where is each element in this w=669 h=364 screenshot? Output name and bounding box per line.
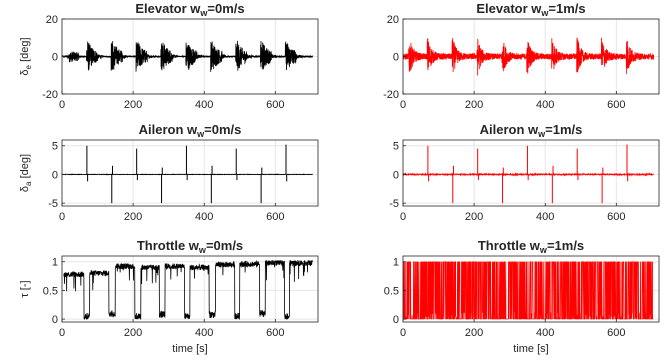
series-line <box>403 261 654 320</box>
axes-box <box>61 255 319 323</box>
subplot-title: Aileron ww=1m/s <box>480 122 583 139</box>
x-tick-label: 0 <box>59 211 65 223</box>
y-tick-label: 0.5 <box>43 285 58 297</box>
y-tick-label: 20 <box>387 14 399 26</box>
x-tick-label: 600 <box>266 327 284 339</box>
y-tick-label: 0 <box>393 314 399 326</box>
y-axis-label: δe [deg] <box>19 37 33 75</box>
x-tick-label: 200 <box>465 99 483 111</box>
subplot-title: Elevator ww=1m/s <box>476 1 585 18</box>
axes-box <box>61 139 319 207</box>
y-tick-label: 1 <box>52 257 58 269</box>
data-series <box>63 259 313 320</box>
x-tick-label: 0 <box>400 327 406 339</box>
x-axis-label: time [s] <box>513 343 548 355</box>
x-tick-label: 400 <box>536 327 554 339</box>
y-tick-label: 0 <box>393 169 399 181</box>
series-line <box>403 37 655 76</box>
subplot-title: Elevator ww=0m/s <box>135 1 244 18</box>
y-tick-label: 0.5 <box>384 285 399 297</box>
x-tick-label: 0 <box>59 99 65 111</box>
y-tick-label: 0 <box>52 314 58 326</box>
x-tick-label: 0 <box>400 211 406 223</box>
x-axis-label: time [s] <box>172 343 207 355</box>
x-tick-label: 200 <box>124 211 142 223</box>
y-tick-label: 0 <box>52 52 58 64</box>
x-tick-label: 400 <box>536 211 554 223</box>
y-tick-label: 0 <box>393 52 399 64</box>
x-tick-label: 400 <box>195 327 213 339</box>
x-tick-label: 600 <box>607 211 625 223</box>
series-line <box>403 172 654 177</box>
data-series <box>62 40 314 72</box>
x-tick-label: 600 <box>266 99 284 111</box>
y-tick-label: 1 <box>393 257 399 269</box>
subplot-title: Aileron ww=0m/s <box>139 122 242 139</box>
subplot-title: Throttle ww=1m/s <box>478 238 584 255</box>
x-tick-label: 400 <box>195 211 213 223</box>
series-line <box>63 259 313 320</box>
data-series <box>403 37 655 76</box>
x-tick-label: 600 <box>266 211 284 223</box>
y-tick-label: -5 <box>389 198 399 210</box>
x-tick-label: 200 <box>124 99 142 111</box>
y-tick-label: 20 <box>46 14 58 26</box>
x-tick-label: 0 <box>59 327 65 339</box>
x-tick-label: 600 <box>607 327 625 339</box>
subplot-title: Throttle ww=0m/s <box>137 238 243 255</box>
axes-box <box>402 139 660 207</box>
subplot-5: 0 200 400 600 0 0.5 1 Throttle ww=0m/s τ [-] time… <box>19 238 319 355</box>
y-tick-label: 0 <box>52 169 58 181</box>
data-series <box>403 261 654 320</box>
x-tick-label: 400 <box>195 99 213 111</box>
y-tick-label: -5 <box>48 198 58 210</box>
x-tick-label: 200 <box>465 211 483 223</box>
axes-box <box>402 255 660 323</box>
y-tick-label: -20 <box>42 89 58 101</box>
y-tick-label: 5 <box>393 141 399 153</box>
x-tick-label: 0 <box>400 99 406 111</box>
series-line <box>62 40 314 72</box>
x-tick-label: 600 <box>607 99 625 111</box>
x-tick-label: 400 <box>536 99 554 111</box>
y-tick-label: 5 <box>52 141 58 153</box>
data-series <box>403 144 654 204</box>
y-axis-label: τ [-] <box>19 280 31 297</box>
x-tick-label: 200 <box>124 327 142 339</box>
subplot-6: 0 200 400 600 0 0.5 1 Throttle ww=1m/s time [s] <box>384 238 660 355</box>
data-series <box>62 144 313 204</box>
x-tick-label: 200 <box>465 327 483 339</box>
y-tick-label: -20 <box>383 89 399 101</box>
y-axis-label: δa [deg] <box>19 154 33 192</box>
